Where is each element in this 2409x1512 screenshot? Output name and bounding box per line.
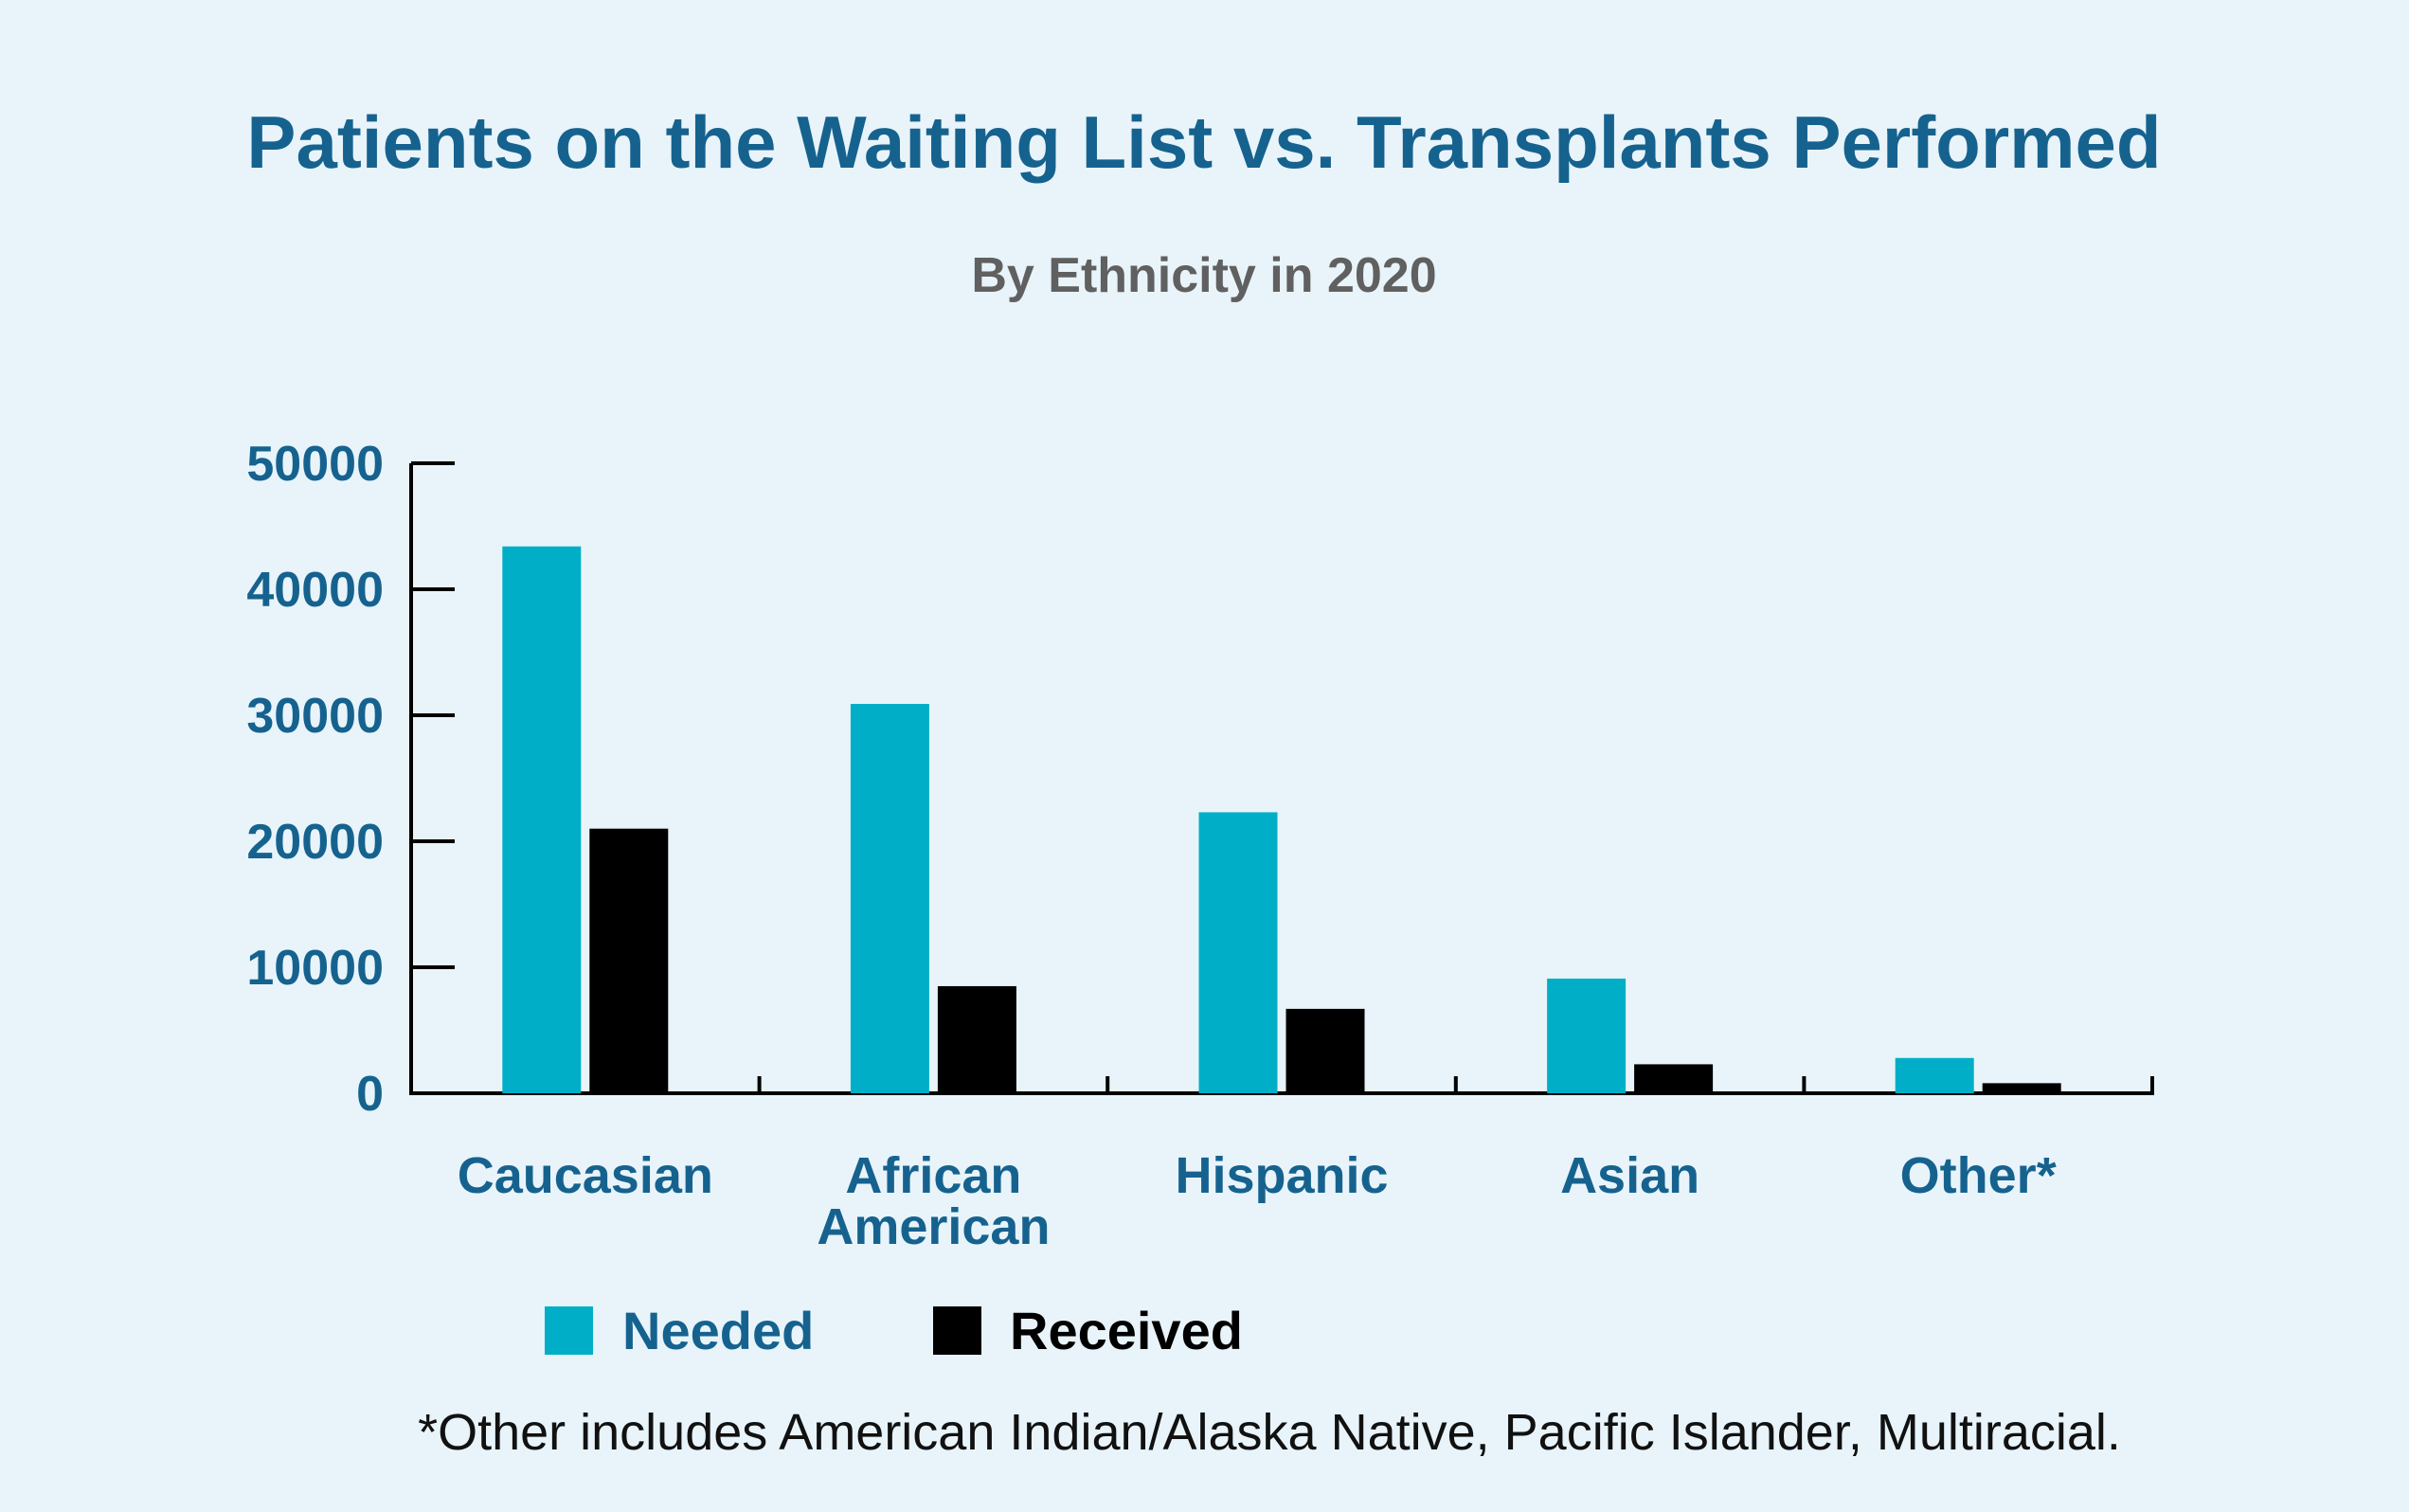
bar-received xyxy=(589,828,669,1093)
bar-needed xyxy=(1547,978,1627,1093)
footnote: *Other includes American Indian/Alaska N… xyxy=(418,1404,2121,1461)
bar-needed xyxy=(1198,812,1278,1093)
bar-needed xyxy=(850,704,929,1093)
axes xyxy=(409,461,2154,1095)
legend-swatch-received xyxy=(933,1306,981,1355)
chart-subtitle: By Ethnicity in 2020 xyxy=(971,248,1436,303)
y-tick-label: 20000 xyxy=(246,815,384,870)
x-tick-label: Hispanic xyxy=(1175,1147,1388,1204)
y-tick-labels: 0 10000 20000 30000 40000 50000 xyxy=(246,437,384,1122)
legend: Needed Received xyxy=(545,1301,1243,1360)
bar-needed xyxy=(1895,1057,1974,1093)
x-tick-label: African American xyxy=(817,1147,1050,1255)
x-tick-labels: Caucasian African American Hispanic Asian Oth… xyxy=(458,1147,2057,1255)
legend-label-needed: Needed xyxy=(622,1301,814,1360)
legend-label-received: Received xyxy=(1010,1301,1243,1360)
bar-received xyxy=(1634,1064,1714,1093)
y-tick-label: 0 xyxy=(356,1067,384,1122)
bar-received xyxy=(1982,1083,2061,1093)
x-tick-label: Caucasian xyxy=(458,1147,713,1204)
y-tick-label: 10000 xyxy=(246,941,384,996)
y-tick-label: 50000 xyxy=(246,437,384,492)
x-tick-label: Other* xyxy=(1900,1147,2057,1204)
bar-received xyxy=(1285,1008,1365,1093)
legend-swatch-needed xyxy=(545,1306,593,1355)
y-tick-label: 30000 xyxy=(246,689,384,744)
y-tick-label: 40000 xyxy=(246,563,384,618)
bar-received xyxy=(937,985,1016,1093)
bar-needed xyxy=(502,546,582,1093)
x-tick-label: Asian xyxy=(1560,1147,1699,1204)
bars xyxy=(502,546,2061,1093)
chart-title: Patients on the Waiting List vs. Transpl… xyxy=(246,100,2161,184)
